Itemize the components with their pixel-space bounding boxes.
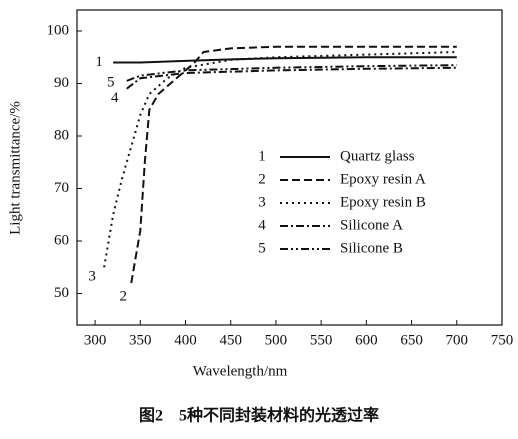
curve-label: 3 [88,269,96,285]
series-line [126,66,457,90]
curve-label: 5 [107,74,115,90]
x-tick-label: 400 [174,332,197,348]
x-tick-label: 500 [265,332,288,348]
legend-number: 4 [258,217,266,233]
x-tick-label: 550 [310,332,333,348]
curve-label: 4 [111,90,119,106]
curve-label: 2 [120,288,128,304]
legend-number: 5 [258,240,266,256]
legend-number: 2 [258,171,266,187]
y-tick-label: 50 [54,285,69,301]
series-line [130,45,457,284]
y-axis-label: Light transmittance/% [7,101,23,235]
legend-number: 1 [258,148,266,164]
x-tick-label: 350 [129,332,152,348]
x-axis-label: Wavelength/nm [193,363,288,379]
y-tick-label: 70 [54,180,69,196]
x-tick-label: 600 [355,332,378,348]
legend-number: 3 [258,194,266,210]
curve-label: 1 [95,54,103,70]
y-tick-label: 100 [47,22,70,38]
legend-label: Quartz glass [340,148,415,164]
series-line [113,56,457,64]
legend-label: Epoxy resin A [340,171,426,187]
x-tick-label: 700 [446,332,469,348]
x-tick-label: 450 [219,332,242,348]
legend-label: Epoxy resin B [340,194,426,210]
x-tick-label: 300 [84,332,107,348]
y-tick-label: 80 [54,127,69,143]
legend-label: Silicone B [340,240,403,256]
y-tick-label: 60 [54,232,69,248]
legend-label: Silicone A [340,217,403,233]
caption: 图2 5种不同封装材料的光透过率 [139,406,379,425]
series-line [103,51,457,268]
series-line [126,64,457,82]
x-tick-label: 750 [491,332,514,348]
plot-frame [76,9,503,326]
y-tick-label: 90 [54,75,69,91]
x-tick-label: 650 [400,332,423,348]
